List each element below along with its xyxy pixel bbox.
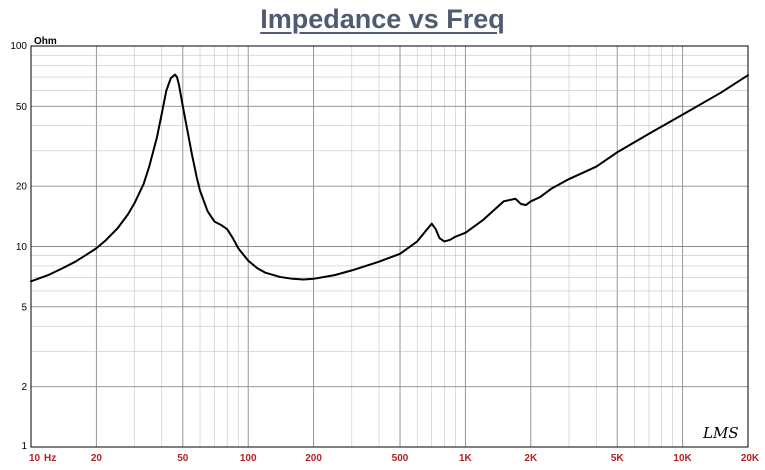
impedance-curve-line [30,73,749,283]
y-tick-label: 100 [10,41,27,52]
x-tick-label: 10K [673,453,692,464]
grid-lines [31,46,748,447]
x-tick-label: 10 [29,453,41,464]
x-tick-label: 5K [611,453,625,464]
x-tick-label: 50 [177,453,189,464]
x-tick-label: 500 [392,453,409,464]
x-tick-label: 1K [459,453,473,464]
y-tick-label: 1 [21,441,27,452]
x-tick-label: 2K [524,453,538,464]
x-tick-label: 200 [305,453,322,464]
y-tick-label: 5 [21,302,27,313]
x-tick-label: 20 [91,453,103,464]
x-axis-unit-label: Hz [44,453,56,464]
impedance-curve-group [30,73,749,283]
y-tick-labels: 100 50 20 10 5 2 1 [10,41,27,452]
x-tick-label: 100 [240,453,257,464]
chart-title: Impedance vs Freq [260,4,505,34]
lms-logo: LMS [702,424,739,442]
x-tick-labels: 10 20 50 100 200 500 1K 2K 5K 10K 20K [29,453,760,464]
y-tick-label: 20 [16,182,28,193]
y-tick-label: 50 [16,102,28,113]
y-tick-label: 2 [21,382,27,393]
y-tick-label: 10 [16,242,28,253]
y-axis-unit-label: Ohm [34,36,57,47]
plot-frame [30,45,749,448]
x-tick-label: 20K [741,453,760,464]
